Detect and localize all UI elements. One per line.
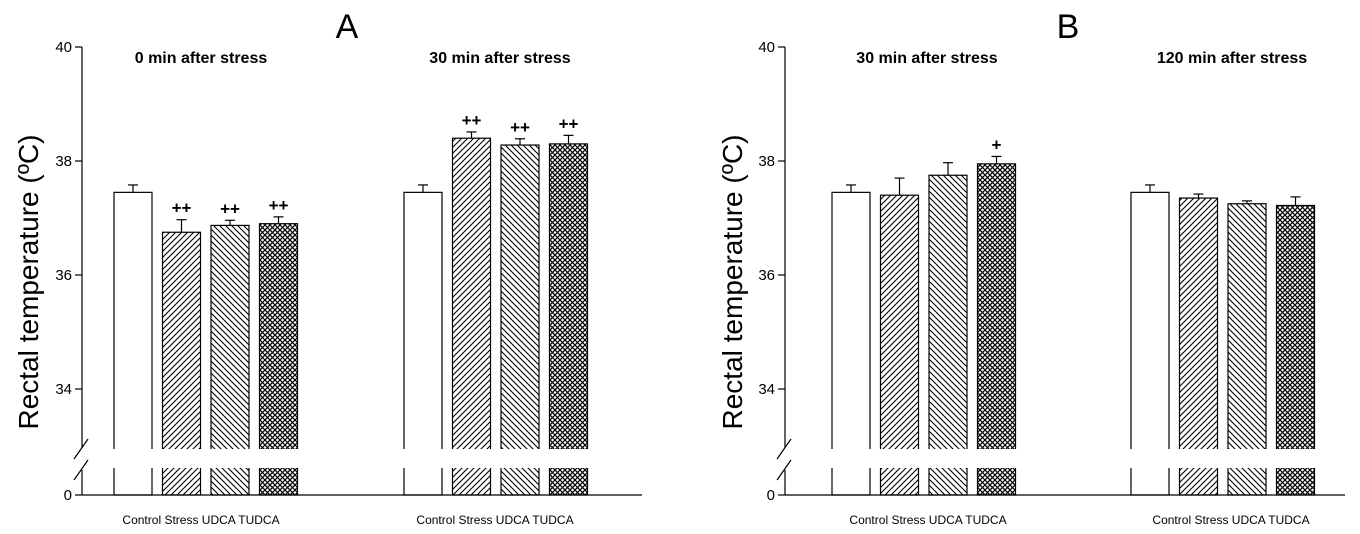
error-bar [846,184,856,193]
panel-a: ++ ++ ++ 0 min after stress Control Stress U… [13,8,660,527]
significance-label: ++ [220,199,240,218]
bar-stress [451,137,492,496]
error-bar [466,131,477,139]
group-title: 30 min after stress [429,50,571,67]
bar-udca [928,174,968,496]
significance-label: ++ [269,196,289,215]
y-tick-label: 0 [64,487,72,504]
y-tick-label: 34 [55,381,72,398]
axis-break-mark [73,459,89,481]
y-axis-title: Rectal temperature (ºC) [717,135,748,430]
y-tick-label: 40 [55,39,72,56]
axis-break-mark [776,438,792,460]
group-title: 0 min after stress [135,50,268,67]
y-axis: 0 34 36 38 40 [758,39,792,504]
bar-tudca [976,163,1017,496]
panel-label: B [1057,8,1080,46]
axis-break-gap [80,449,660,468]
y-axis-title: Rectal temperature (ºC) [13,135,44,430]
error-bar [418,184,428,193]
panel-b: +30 min after stress Control Stress UDCA … [717,8,1360,527]
y-tick-label: 36 [758,267,775,284]
error-bar [128,184,138,193]
significance-label: + [992,135,1002,154]
y-tick-label: 40 [758,39,775,56]
group-title: 30 min after stress [856,50,998,67]
group-title: 120 min after stress [1157,50,1307,67]
panel-label: A [336,8,359,46]
error-bar [991,155,1002,164]
category-labels: Control Stress UDCA TUDCA [1152,513,1309,527]
bar-stress [1178,197,1219,496]
significance-label: ++ [462,111,482,130]
category-labels: Control Stress UDCA TUDCA [416,513,573,527]
axis-break-mark [73,438,89,460]
error-bar [943,162,953,176]
error-bar [563,134,574,144]
error-bar [1193,193,1204,199]
bar-group-1: +30 min after stress Control Stress UDCA … [831,50,1017,527]
error-bar [1290,196,1301,206]
bar-control [1130,191,1170,496]
error-bar [176,219,187,233]
error-bar [894,177,905,196]
error-bar [515,138,525,146]
y-tick-label: 0 [767,487,775,504]
bar-control [831,191,871,496]
error-bar [1242,200,1252,204]
axis-break-mark [776,459,792,481]
significance-label: ++ [172,199,192,218]
bar-udca [500,144,540,496]
y-tick-label: 38 [758,153,775,170]
axis-break-gap [783,449,1360,468]
significance-label: ++ [510,118,530,137]
bar-tudca [548,143,589,496]
error-bar [273,216,284,224]
category-labels: Control Stress UDCA TUDCA [849,513,1006,527]
y-axis: 0 34 36 38 40 [55,39,89,504]
significance-label: ++ [559,114,579,133]
error-bar [225,219,235,226]
bar-control [113,191,153,496]
y-tick-label: 36 [55,267,72,284]
y-tick-label: 38 [55,153,72,170]
category-labels: Control Stress UDCA TUDCA [122,513,279,527]
error-bar [1145,184,1155,193]
y-tick-label: 34 [758,381,775,398]
